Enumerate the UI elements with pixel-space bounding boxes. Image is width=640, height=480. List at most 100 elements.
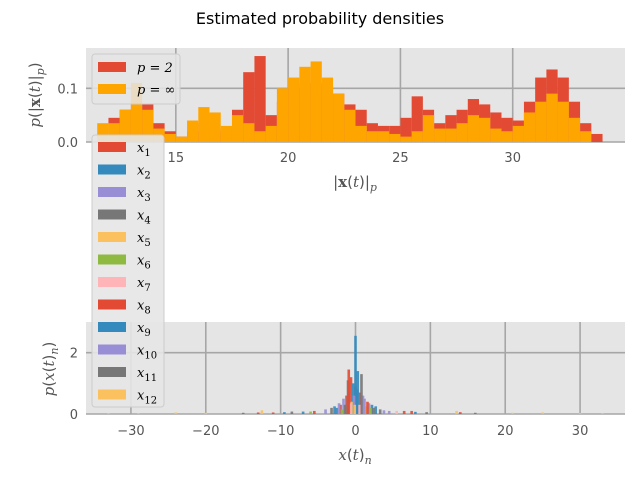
top-bar-pinf — [220, 125, 232, 142]
bottom-bar-x2 — [414, 411, 417, 414]
top-bar-p2 — [411, 96, 423, 142]
bottom-bar-x1 — [410, 410, 413, 414]
bottom-bar-x9 — [374, 406, 378, 414]
bottom-bar-x8 — [313, 410, 316, 414]
top-ticks: 15 20 25 30 0.0 0.1 — [57, 82, 521, 166]
top-bar-pinf — [276, 88, 289, 142]
top-bar-pinf — [389, 133, 401, 142]
top-bar-pinf — [557, 101, 569, 142]
top-bar-pinf — [535, 101, 547, 142]
bottom-bar-x10 — [363, 398, 366, 414]
top-bars — [97, 56, 603, 142]
bottom-xtick-label: 20 — [497, 424, 514, 439]
bottom-bar-x4 — [330, 407, 333, 414]
bottom-xtick-label: −30 — [117, 424, 144, 439]
top-bar-pinf — [377, 131, 390, 142]
bottom-bar-x5 — [137, 413, 140, 414]
top-bar-pinf — [355, 125, 367, 142]
bottom-xtick-label: −10 — [267, 424, 294, 439]
top-bar-pinf — [434, 128, 446, 142]
bottom-xlabel: x(t)n — [338, 446, 371, 467]
bottom-bar-x8 — [271, 412, 275, 414]
top-bar-pinf — [310, 61, 322, 142]
bottom-bar-x1 — [256, 412, 260, 414]
bottom-bar-x4 — [378, 409, 382, 414]
bottom-bar-x12 — [174, 412, 178, 414]
top-xtick-label: 20 — [280, 151, 297, 166]
bottom-bar-x6 — [340, 409, 344, 414]
top-bar-pinf — [321, 77, 334, 142]
bottom-xtick-label: −20 — [192, 424, 219, 439]
top-bar-p2 — [243, 72, 255, 142]
bottom-bar-x7 — [395, 410, 398, 414]
bottom-bar-x3 — [387, 410, 391, 414]
top-legend: p = 2 p = ∞ — [91, 53, 181, 105]
top-bar-pinf — [333, 93, 345, 142]
bottom-ylabel: p(x(t)n) — [40, 342, 61, 397]
bottom-bar-x7 — [348, 403, 352, 414]
top-legend-label: p = 2 — [137, 61, 173, 76]
bottom-bar-x11 — [343, 404, 347, 414]
top-bar-pinf — [209, 112, 221, 142]
bottom-bar-x11 — [473, 412, 477, 414]
bottom-legend-label: x3 — [137, 186, 151, 204]
bottom-legend: x1 x2 x3 x4 x5 x6 x7 x8 x9 x10 x11 x12 — [91, 134, 165, 408]
bottom-legend-label: x6 — [137, 254, 151, 272]
top-legend-label: p = ∞ — [137, 83, 175, 98]
bottom-legend-swatch — [98, 187, 126, 197]
top-bar-pinf — [411, 131, 423, 142]
top-bar-p2 — [254, 56, 266, 142]
bottom-legend-swatch — [98, 299, 126, 310]
bottom-bars — [107, 335, 604, 414]
top-bar-pinf — [546, 93, 558, 142]
bottom-bar-x2 — [301, 411, 305, 414]
top-bar-pinf — [175, 136, 188, 142]
top-bar-p2 — [400, 117, 412, 142]
bottom-legend-label: x10 — [137, 344, 157, 362]
bottom-bar-x4 — [290, 411, 294, 414]
bottom-bar-x11 — [241, 412, 245, 414]
bottom-legend-label: x9 — [137, 321, 151, 339]
top-xtick-label: 25 — [392, 151, 409, 166]
bottom-bar-x3 — [342, 398, 345, 414]
top-bar-pinf — [523, 112, 536, 142]
bottom-ytick-label: 2 — [70, 347, 78, 362]
bottom-bar-x9 — [355, 389, 359, 414]
top-bar-pinf — [198, 107, 210, 142]
bottom-legend-swatch — [98, 142, 126, 152]
bottom-bar-x5 — [260, 410, 264, 414]
bottom-bar-x8 — [366, 401, 369, 414]
bottom-bar-x6 — [309, 411, 312, 414]
top-bar-pinf — [265, 125, 277, 142]
top-bar-pinf — [479, 117, 491, 142]
top-bar-pinf — [568, 117, 581, 142]
top-bar-pinf — [142, 109, 154, 142]
bottom-bar-x4 — [425, 412, 428, 414]
bottom-bar-x1 — [358, 392, 362, 414]
bottom-legend-swatch — [98, 164, 126, 175]
bottom-legend-swatch — [98, 232, 126, 242]
top-bar-pinf — [400, 136, 412, 142]
bottom-bar-x1 — [458, 412, 462, 414]
top-xlabel: |x(t)|p — [333, 173, 377, 194]
bottom-bar-x3 — [367, 403, 371, 414]
top-bar-pinf — [108, 123, 120, 142]
bottom-legend-swatch — [98, 389, 126, 400]
top-bar-pinf — [119, 109, 131, 142]
top-bar-p2 — [501, 117, 513, 142]
bottom-bar-x12 — [601, 413, 604, 414]
bottom-legend-swatch — [98, 344, 126, 355]
bottom-ticks: −30 −20 −10 0 10 20 30 0 2 — [70, 347, 589, 439]
bottom-bar-x11 — [372, 407, 375, 414]
bottom-bar-x7 — [357, 404, 361, 414]
bottom-legend-label: x11 — [137, 366, 157, 384]
top-xtick-label: 15 — [168, 151, 185, 166]
bottom-bar-x8 — [402, 410, 406, 414]
bottom-ytick-label: 0 — [70, 408, 78, 423]
top-bar-p2 — [591, 133, 603, 142]
bottom-bar-x3 — [324, 409, 327, 414]
bottom-legend-label: x12 — [137, 389, 157, 407]
top-bar-pinf — [97, 123, 109, 142]
bottom-bar-x2 — [370, 404, 374, 414]
